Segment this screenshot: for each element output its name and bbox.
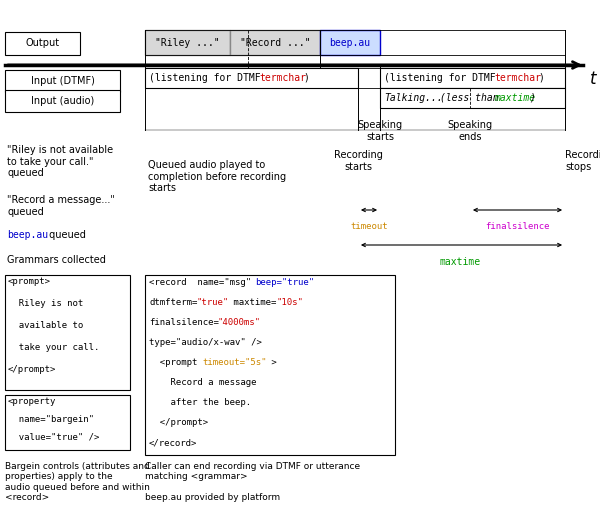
Bar [145,275,395,455]
Text: dtmfterm=: dtmfterm= [149,298,197,307]
Text: finalsilence: finalsilence [485,222,549,231]
Text: Talking...: Talking... [384,93,443,103]
Text: >: > [266,358,277,367]
Text: Riley is not: Riley is not [8,299,83,308]
Text: Output: Output [25,38,59,49]
Text: maxtime: maxtime [439,257,481,267]
Text: <prompt: <prompt [149,358,203,367]
Bar [145,68,358,88]
Text: t: t [590,70,596,88]
Text: Queued audio played to
completion before recording
starts: Queued audio played to completion before… [148,160,286,193]
Bar [145,30,230,55]
Text: available to: available to [8,321,83,330]
Text: termchar: termchar [259,73,306,83]
Text: after the beep.: after the beep. [149,398,251,407]
Text: Recording
stops: Recording stops [565,150,600,172]
Text: type="audio/x-wav" />: type="audio/x-wav" /> [149,338,262,347]
Text: Record a message: Record a message [149,378,257,387]
Text: <prompt>: <prompt> [8,277,51,286]
Bar [5,275,130,390]
Text: queued: queued [46,230,85,240]
Text: "true": "true" [197,298,229,307]
Bar [5,90,120,112]
Text: Speaking
starts: Speaking starts [358,120,403,142]
Text: "Riley is not available
to take your call."
queued: "Riley is not available to take your cal… [7,145,113,178]
Text: Input (audio): Input (audio) [31,96,94,106]
Bar [380,88,565,108]
Text: ): ) [529,93,535,103]
Text: "Record a message..."
queued: "Record a message..." queued [7,195,115,217]
Bar [5,32,80,55]
Text: Input (DTMF): Input (DTMF) [31,76,94,86]
Text: beep.au: beep.au [329,37,371,48]
Bar [230,30,320,55]
Text: "Record ...": "Record ..." [240,37,310,48]
Text: timeout="5s": timeout="5s" [202,358,266,367]
Bar [5,70,120,92]
Text: "10s": "10s" [276,298,303,307]
Bar [5,395,130,450]
Text: (listening for DTMF: (listening for DTMF [384,73,502,83]
Text: maxtime: maxtime [494,93,535,103]
Text: maxtime=: maxtime= [229,298,277,307]
Text: ): ) [538,73,544,83]
Text: Caller can end recording via DTMF or utterance
matching <grammar>

beep.au provi: Caller can end recording via DTMF or utt… [145,462,360,502]
Text: take your call.: take your call. [8,343,100,352]
Text: Grammars collected: Grammars collected [7,255,106,265]
Text: value="true" />: value="true" /> [8,433,100,442]
Text: </prompt>: </prompt> [149,418,208,427]
Bar [380,68,565,88]
Text: <record  name="msg": <record name="msg" [149,278,257,287]
Bar [320,30,380,55]
Text: finalsilence=: finalsilence= [149,318,219,327]
Text: timeout: timeout [350,222,388,231]
Text: </prompt>: </prompt> [8,365,56,374]
Text: name="bargein": name="bargein" [8,415,94,424]
Text: beep="true": beep="true" [255,278,314,287]
Text: termchar: termchar [494,73,541,83]
Text: (less than: (less than [434,93,505,103]
Text: beep.au: beep.au [7,230,48,240]
Text: (listening for DTMF: (listening for DTMF [149,73,266,83]
Text: <property: <property [8,397,56,406]
Text: "4000ms": "4000ms" [218,318,261,327]
Text: </record>: </record> [149,438,197,447]
Text: ): ) [303,73,309,83]
Text: Speaking
ends: Speaking ends [448,120,493,142]
Text: Bargein controls (attributes and
properties) apply to the
audio queued before an: Bargein controls (attributes and propert… [5,462,150,502]
Text: Recording
starts: Recording starts [334,150,382,172]
Text: "Riley ...": "Riley ..." [155,37,220,48]
